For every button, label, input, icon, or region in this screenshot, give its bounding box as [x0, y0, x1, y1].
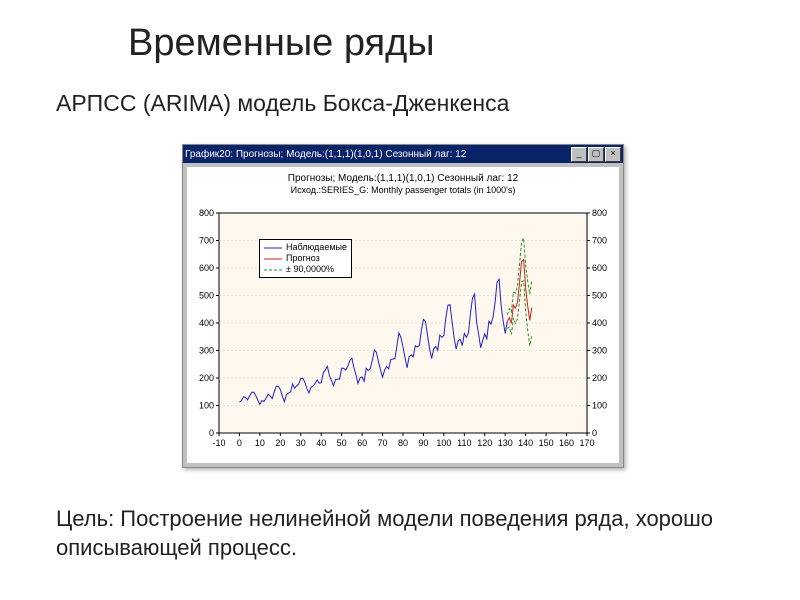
svg-text:60: 60: [357, 438, 367, 448]
legend-item: Наблюдаемые: [264, 242, 347, 253]
svg-text:10: 10: [255, 438, 265, 448]
svg-text:40: 40: [316, 438, 326, 448]
svg-text:90: 90: [418, 438, 428, 448]
svg-text:100: 100: [199, 401, 214, 411]
svg-text:500: 500: [199, 291, 214, 301]
svg-text:300: 300: [199, 346, 214, 356]
legend-item: Прогноз: [264, 253, 347, 264]
svg-text:800: 800: [592, 208, 607, 218]
svg-text:0: 0: [209, 428, 214, 438]
svg-text:30: 30: [296, 438, 306, 448]
slide-goal: Цель: Построение нелинейной модели повед…: [56, 505, 760, 562]
svg-text:Прогнозы; Модель:(1,1,1)(1,0,1: Прогнозы; Модель:(1,1,1)(1,0,1) Сезонный…: [288, 173, 519, 184]
svg-text:500: 500: [592, 291, 607, 301]
svg-text:-10: -10: [212, 438, 225, 448]
svg-text:0: 0: [237, 438, 242, 448]
close-button[interactable]: ×: [605, 147, 621, 162]
svg-text:20: 20: [275, 438, 285, 448]
svg-text:130: 130: [498, 438, 513, 448]
window-title: График20: Прогнозы; Модель:(1,1,1)(1,0,1…: [185, 149, 570, 160]
svg-text:400: 400: [199, 318, 214, 328]
legend-item: ± 90,0000%: [264, 264, 347, 275]
svg-text:50: 50: [337, 438, 347, 448]
minimize-button[interactable]: _: [571, 147, 587, 162]
svg-text:600: 600: [592, 263, 607, 273]
svg-text:170: 170: [579, 438, 594, 448]
svg-text:70: 70: [378, 438, 388, 448]
svg-text:160: 160: [559, 438, 574, 448]
legend-box: НаблюдаемыеПрогноз± 90,0000%: [259, 239, 352, 278]
window-titlebar[interactable]: График20: Прогнозы; Модель:(1,1,1)(1,0,1…: [183, 145, 623, 163]
chart-panel: Прогнозы; Модель:(1,1,1)(1,0,1) Сезонный…: [187, 167, 619, 463]
svg-text:200: 200: [592, 373, 607, 383]
svg-text:80: 80: [398, 438, 408, 448]
svg-text:100: 100: [436, 438, 451, 448]
svg-text:200: 200: [199, 373, 214, 383]
svg-text:600: 600: [199, 263, 214, 273]
chart-window: График20: Прогнозы; Модель:(1,1,1)(1,0,1…: [182, 144, 624, 468]
forecast-chart: Прогнозы; Модель:(1,1,1)(1,0,1) Сезонный…: [187, 167, 619, 463]
svg-text:Исход.:SERIES_G: Monthly passe: Исход.:SERIES_G: Monthly passenger total…: [291, 185, 516, 195]
chart-outer: Прогнозы; Модель:(1,1,1)(1,0,1) Сезонный…: [183, 163, 623, 467]
svg-text:0: 0: [592, 428, 597, 438]
svg-text:100: 100: [592, 401, 607, 411]
maximize-button[interactable]: ▢: [588, 147, 604, 162]
svg-text:300: 300: [592, 346, 607, 356]
svg-text:120: 120: [477, 438, 492, 448]
svg-text:140: 140: [518, 438, 533, 448]
svg-text:400: 400: [592, 318, 607, 328]
svg-text:800: 800: [199, 208, 214, 218]
svg-text:150: 150: [539, 438, 554, 448]
svg-text:110: 110: [457, 438, 471, 448]
slide-title: Временные ряды: [128, 22, 435, 65]
svg-text:700: 700: [592, 236, 607, 246]
svg-text:700: 700: [199, 236, 214, 246]
slide-subtitle: АРПСС (ARIMA) модель Бокса-Дженкенса: [56, 90, 509, 117]
